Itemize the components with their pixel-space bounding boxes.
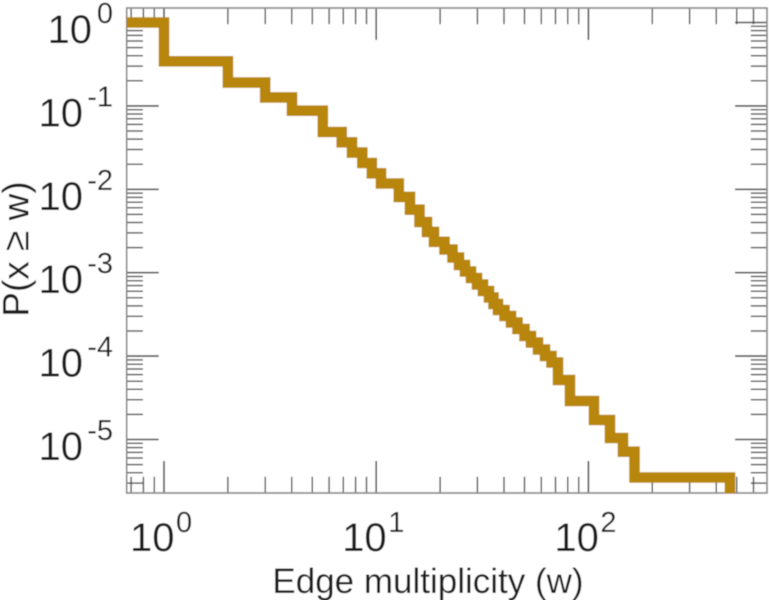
svg-text:Edge multiplicity (w): Edge multiplicity (w) [272,562,583,600]
svg-text:10: 10 [39,342,84,386]
svg-text:-1: -1 [87,81,113,113]
svg-text:0: 0 [176,507,192,539]
svg-text:10: 10 [342,516,387,560]
svg-text:-3: -3 [87,248,113,280]
svg-text:10: 10 [130,516,175,560]
svg-text:-5: -5 [87,415,113,447]
svg-text:-2: -2 [87,165,113,197]
svg-text:10: 10 [39,91,84,135]
svg-text:1: 1 [388,507,404,539]
svg-text:-4: -4 [87,332,113,364]
svg-text:2: 2 [600,507,616,539]
svg-text:0: 0 [97,0,113,30]
svg-text:10: 10 [48,8,93,52]
svg-text:10: 10 [554,516,599,560]
svg-text:10: 10 [39,175,84,219]
svg-text:P(x ≥ w): P(x ≥ w) [0,181,37,316]
svg-text:10: 10 [39,425,84,469]
svg-text:10: 10 [39,258,84,302]
